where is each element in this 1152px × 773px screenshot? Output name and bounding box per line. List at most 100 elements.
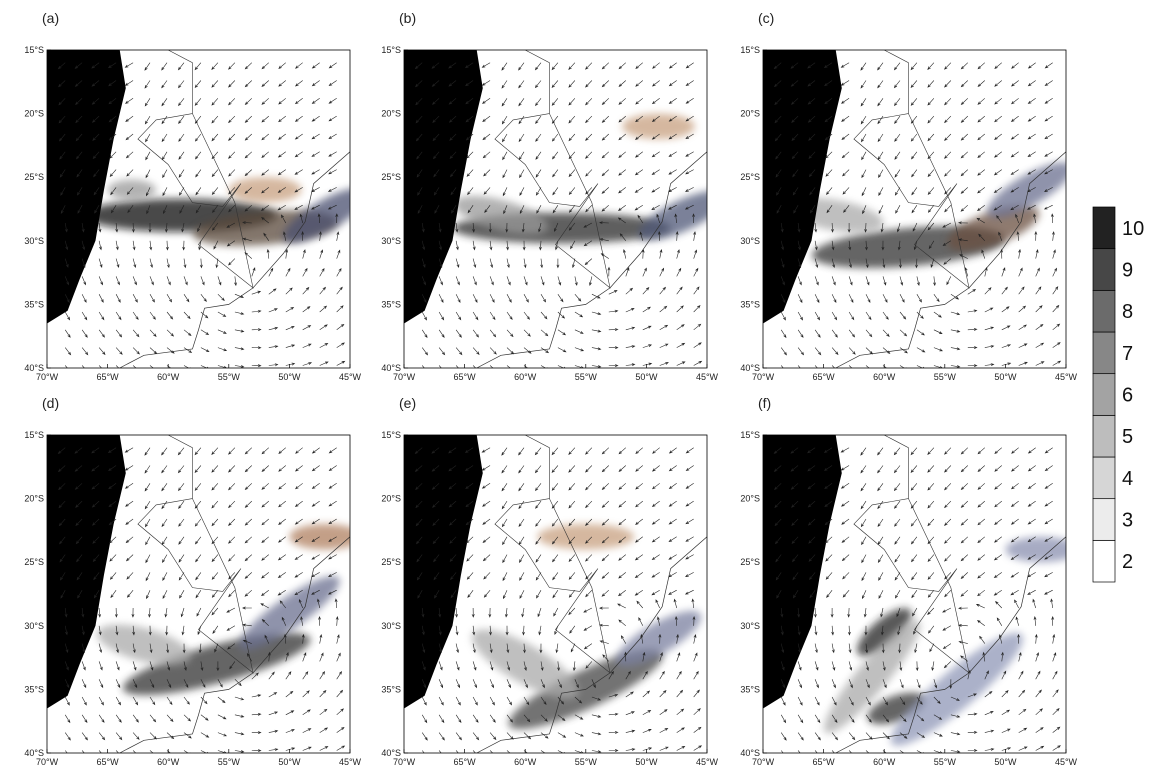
shading xyxy=(867,692,926,725)
x-tick-label: 60°W xyxy=(157,757,180,767)
colorbar-label: 3 xyxy=(1122,510,1133,532)
x-tick-label: 70°W xyxy=(393,757,416,767)
y-tick-label: 30°S xyxy=(24,621,44,631)
x-tick-label: 65°W xyxy=(813,372,836,382)
x-tick-label: 50°W xyxy=(278,372,301,382)
colorbar-box xyxy=(1092,539,1116,583)
colorbar-box xyxy=(1092,206,1116,250)
map-area xyxy=(404,50,707,368)
wind-vectors xyxy=(773,447,1061,753)
y-tick-label: 20°S xyxy=(24,109,44,119)
shading xyxy=(622,113,695,140)
colorbar-label: 6 xyxy=(1122,385,1133,407)
y-tick-label: 20°S xyxy=(381,109,401,119)
border xyxy=(137,435,254,674)
colorbar-label: 9 xyxy=(1122,260,1133,282)
panel-label: (a) xyxy=(42,10,59,26)
map-frame xyxy=(46,49,351,369)
shading xyxy=(537,524,635,550)
shading xyxy=(289,524,350,550)
y-tick-label: 35°S xyxy=(24,299,44,309)
map-area xyxy=(763,50,1066,368)
y-tick-label: 40°S xyxy=(740,363,760,373)
y-tick-label: 15°S xyxy=(740,430,760,440)
y-tick-label: 15°S xyxy=(24,45,44,55)
map-frame xyxy=(762,49,1067,369)
x-tick-label: 55°W xyxy=(575,372,598,382)
y-tick-label: 35°S xyxy=(740,299,760,309)
y-tick-label: 20°S xyxy=(381,494,401,504)
x-tick-label: 70°W xyxy=(36,372,59,382)
map-frame xyxy=(403,49,708,369)
border xyxy=(853,50,970,289)
x-tick-label: 70°W xyxy=(393,372,416,382)
map-panel: 70°W 65°W 60°W 55°W 50°W 45°W 15°S 20°S 25°S 30°S… xyxy=(381,430,718,767)
map-area xyxy=(47,435,350,753)
x-tick-label: 55°W xyxy=(575,757,598,767)
x-tick-label: 45°W xyxy=(696,757,719,767)
colorbar-box xyxy=(1092,498,1116,541)
shading xyxy=(283,187,350,243)
x-tick-label: 50°W xyxy=(278,757,301,767)
colorbar-box xyxy=(1092,331,1116,375)
y-tick-label: 30°S xyxy=(381,621,401,631)
masked-land xyxy=(404,435,483,709)
map-frame xyxy=(762,434,1067,754)
x-tick-label: 45°W xyxy=(1055,757,1078,767)
x-tick-label: 65°W xyxy=(97,372,120,382)
panel-label: (b) xyxy=(399,10,416,26)
coastline xyxy=(476,151,707,368)
shading xyxy=(638,190,707,241)
y-tick-label: 20°S xyxy=(740,109,760,119)
masked-land xyxy=(763,435,842,709)
wind-vectors xyxy=(57,447,346,753)
colorbar-label: 5 xyxy=(1122,426,1133,448)
map-panel: 70°W 65°W 60°W 55°W 50°W 45°W 15°S 20°S 25°S 30°S… xyxy=(740,45,1077,382)
x-tick-label: 55°W xyxy=(218,372,241,382)
coastline xyxy=(119,151,350,368)
x-tick-label: 50°W xyxy=(635,757,658,767)
colorbar-box xyxy=(1092,289,1116,333)
x-tick-label: 55°W xyxy=(934,372,957,382)
colorbar-box xyxy=(1092,248,1116,291)
colorbar-label: 4 xyxy=(1122,468,1133,490)
coastline xyxy=(835,151,1066,368)
y-tick-label: 25°S xyxy=(24,557,44,567)
x-tick-label: 60°W xyxy=(514,372,537,382)
map-panel: 70°W 65°W 60°W 55°W 50°W 45°W 15°S 20°S 25°S 30°S… xyxy=(24,430,361,767)
coastline xyxy=(835,536,1066,753)
border xyxy=(494,50,611,289)
x-tick-label: 65°W xyxy=(454,757,477,767)
masked-land xyxy=(763,50,842,324)
shading xyxy=(856,608,912,657)
shading xyxy=(96,624,191,666)
map-panel: 70°W 65°W 60°W 55°W 50°W 45°W 15°S 20°S 25°S 30°S… xyxy=(740,430,1078,767)
panel-label: (d) xyxy=(42,395,59,411)
wind-vectors xyxy=(773,62,1062,368)
x-tick-label: 55°W xyxy=(218,757,241,767)
y-tick-label: 15°S xyxy=(740,45,760,55)
x-tick-label: 60°W xyxy=(514,757,537,767)
x-tick-label: 70°W xyxy=(36,757,59,767)
shading xyxy=(238,576,340,651)
map-area xyxy=(404,435,707,753)
y-tick-label: 40°S xyxy=(24,748,44,758)
panel-label: (c) xyxy=(758,10,774,26)
x-tick-label: 65°W xyxy=(97,757,120,767)
panel-label: (e) xyxy=(399,395,416,411)
y-tick-label: 30°S xyxy=(24,236,44,246)
map-area xyxy=(763,435,1066,753)
x-tick-label: 45°W xyxy=(696,372,719,382)
x-tick-label: 55°W xyxy=(934,757,957,767)
x-tick-label: 65°W xyxy=(454,372,477,382)
border xyxy=(853,435,970,674)
y-tick-label: 25°S xyxy=(381,557,401,567)
x-tick-label: 50°W xyxy=(994,757,1017,767)
y-tick-label: 15°S xyxy=(24,430,44,440)
border xyxy=(494,435,611,674)
y-tick-label: 25°S xyxy=(24,172,44,182)
coastline xyxy=(119,536,350,753)
shading xyxy=(823,620,921,734)
y-tick-label: 20°S xyxy=(24,494,44,504)
colorbar-label: 7 xyxy=(1122,343,1133,365)
